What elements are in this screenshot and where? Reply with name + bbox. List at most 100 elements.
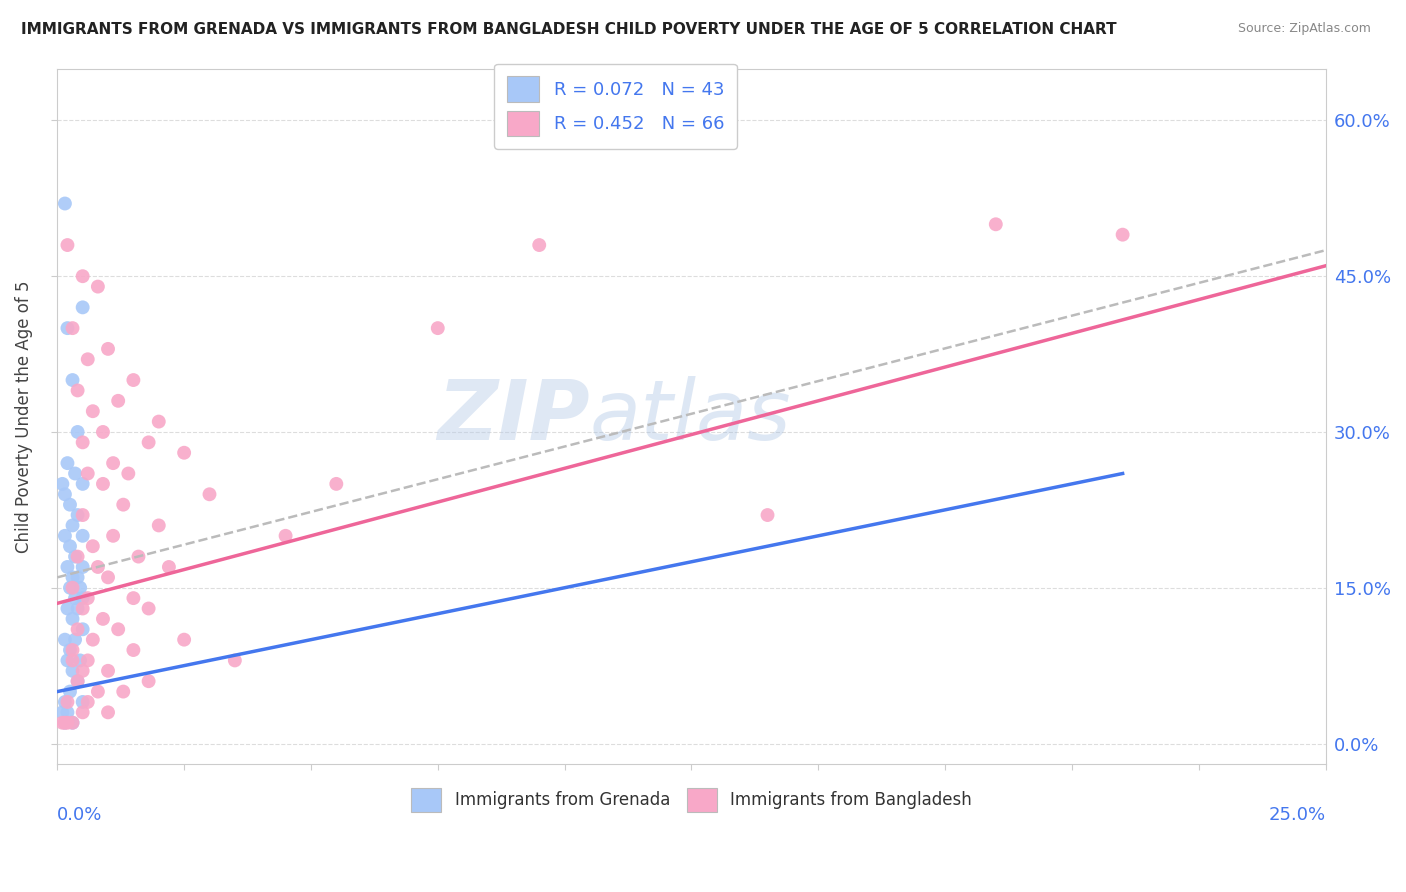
Point (224, 653, 246, 667)
Point (325, 476, 347, 491)
Point (63, 549, 86, 564)
Point (72, 269, 94, 284)
Point (51, 715, 73, 730)
Point (66, 674, 89, 689)
Text: IMMIGRANTS FROM GRENADA VS IMMIGRANTS FROM BANGLADESH CHILD POVERTY UNDER THE AG: IMMIGRANTS FROM GRENADA VS IMMIGRANTS FR… (21, 22, 1116, 37)
Point (59, 581, 82, 595)
Point (72, 591, 94, 606)
Point (51, 706, 73, 720)
Point (173, 446, 195, 460)
Point (62, 664, 84, 678)
Point (66, 570, 89, 584)
Point (69, 581, 91, 595)
Point (62, 715, 84, 730)
Point (198, 487, 221, 501)
Point (117, 467, 139, 481)
Point (76, 352, 98, 367)
Point (97, 664, 120, 678)
Text: ZIP: ZIP (437, 376, 591, 457)
Point (53, 632, 76, 647)
Point (127, 549, 149, 564)
Point (56, 601, 79, 615)
Point (62, 612, 84, 626)
Point (63, 591, 86, 606)
Point (63, 467, 86, 481)
Point (82, 539, 104, 553)
Point (53, 715, 76, 730)
Point (72, 435, 94, 450)
Point (59, 684, 82, 698)
Point (66, 549, 89, 564)
Point (138, 674, 160, 689)
Point (274, 529, 297, 543)
Point (97, 570, 120, 584)
Point (76, 653, 98, 667)
Point (82, 404, 104, 418)
Point (53, 196, 76, 211)
Point (529, 238, 551, 252)
Point (122, 591, 145, 606)
Point (59, 539, 82, 553)
Point (63, 632, 86, 647)
Text: 0.0%: 0.0% (58, 806, 103, 824)
Point (62, 373, 84, 387)
Point (62, 321, 84, 335)
Point (107, 393, 129, 408)
Point (426, 321, 449, 335)
Point (138, 435, 160, 450)
Point (56, 695, 79, 709)
Point (66, 622, 89, 636)
Point (51, 476, 73, 491)
Text: 25.0%: 25.0% (1268, 806, 1326, 824)
Point (66, 425, 89, 439)
Point (1111, 227, 1133, 242)
Point (87, 560, 110, 574)
Point (53, 715, 76, 730)
Point (112, 498, 135, 512)
Point (76, 695, 98, 709)
Point (97, 706, 120, 720)
Point (101, 456, 124, 470)
Point (87, 279, 110, 293)
Point (53, 529, 76, 543)
Point (56, 715, 79, 730)
Point (59, 498, 82, 512)
Point (56, 653, 79, 667)
Point (72, 706, 94, 720)
Point (107, 622, 129, 636)
Point (91, 612, 114, 626)
Point (122, 643, 145, 657)
Point (56, 456, 79, 470)
Point (756, 508, 779, 522)
Point (66, 674, 89, 689)
Legend: Immigrants from Grenada, Immigrants from Bangladesh: Immigrants from Grenada, Immigrants from… (405, 781, 979, 819)
Point (66, 601, 89, 615)
Point (157, 560, 180, 574)
Text: atlas: atlas (591, 376, 792, 457)
Point (69, 653, 91, 667)
Point (148, 518, 170, 533)
Point (87, 684, 110, 698)
Point (138, 601, 160, 615)
Point (66, 384, 89, 398)
Point (72, 601, 94, 615)
Point (984, 217, 1007, 231)
Point (56, 560, 79, 574)
Point (72, 695, 94, 709)
Point (62, 518, 84, 533)
Point (72, 508, 94, 522)
Point (53, 487, 76, 501)
Point (72, 622, 94, 636)
Point (101, 529, 124, 543)
Point (56, 706, 79, 720)
Point (72, 301, 94, 315)
Point (53, 695, 76, 709)
Point (62, 570, 84, 584)
Point (56, 238, 79, 252)
Point (59, 643, 82, 657)
Text: Source: ZipAtlas.com: Source: ZipAtlas.com (1237, 22, 1371, 36)
Point (62, 581, 84, 595)
Point (97, 342, 120, 356)
Y-axis label: Child Poverty Under the Age of 5: Child Poverty Under the Age of 5 (15, 280, 32, 553)
Point (72, 529, 94, 543)
